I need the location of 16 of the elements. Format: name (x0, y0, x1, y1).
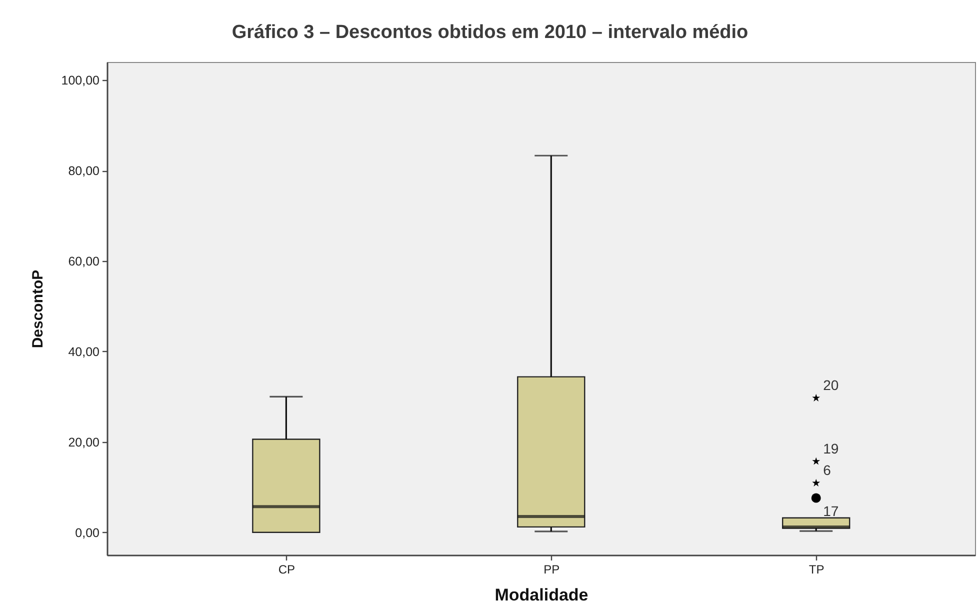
y-tick-label: 60,00 (68, 254, 100, 269)
x-tick-label: PP (544, 562, 560, 576)
x-tick-label: CP (278, 562, 296, 576)
y-tick-label: 20,00 (68, 435, 100, 450)
y-tick-label: 0,00 (75, 526, 100, 540)
x-axis-title: Modalidade (494, 586, 588, 604)
annotation: 20 (823, 377, 839, 394)
annotation: 17 (823, 503, 839, 520)
y-tick-label: 40,00 (68, 344, 100, 359)
y-tick-label: 100,00 (61, 74, 100, 88)
y-axis-title: DescontoP (29, 270, 46, 348)
y-tick-label: 80,00 (68, 164, 100, 178)
annotation: 19 (823, 440, 839, 456)
annotation: 6 (823, 462, 832, 478)
chart-title: Gráfico 3 – Descontos obtidos em 2010 – intervalo médio (232, 22, 748, 43)
x-tick-label: TP (808, 562, 824, 576)
